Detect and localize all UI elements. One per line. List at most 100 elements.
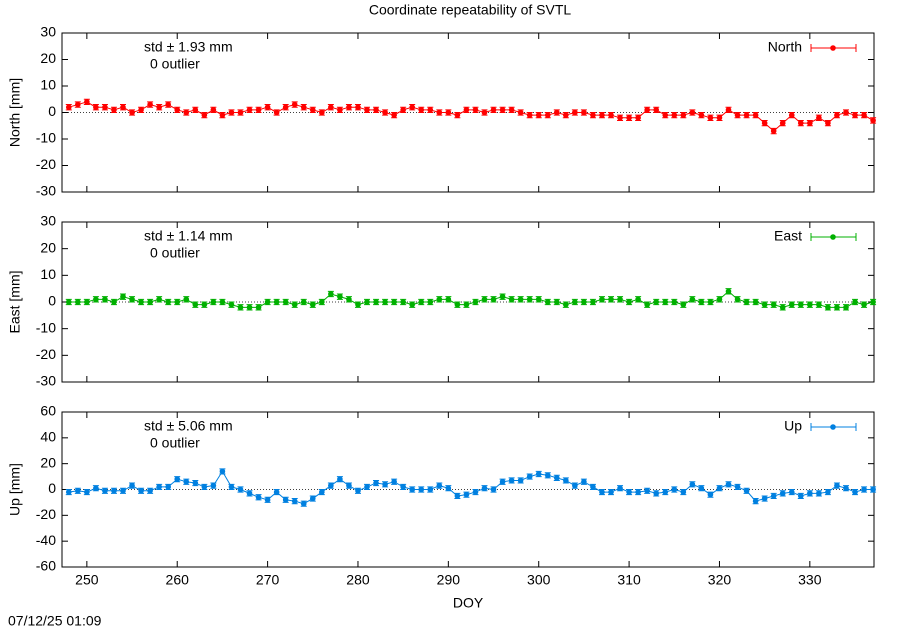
data-point bbox=[138, 487, 144, 494]
data-point bbox=[309, 301, 316, 308]
data-point bbox=[93, 485, 99, 492]
data-point bbox=[445, 296, 452, 303]
data-point bbox=[526, 296, 533, 303]
data-point bbox=[861, 301, 867, 308]
data-point bbox=[300, 104, 307, 110]
data-point bbox=[807, 301, 813, 308]
data-point bbox=[454, 112, 461, 118]
data-point bbox=[291, 301, 298, 308]
data-point bbox=[508, 477, 515, 484]
data-point bbox=[608, 489, 614, 495]
data-point bbox=[111, 107, 117, 113]
data-point bbox=[698, 299, 705, 305]
data-point bbox=[671, 112, 678, 118]
data-point bbox=[725, 481, 732, 488]
data-point bbox=[355, 487, 361, 494]
data-point bbox=[861, 112, 867, 118]
data-point bbox=[662, 299, 669, 305]
data-point bbox=[201, 484, 208, 490]
data-point bbox=[436, 109, 443, 116]
data-point bbox=[761, 301, 768, 308]
data-point bbox=[572, 482, 578, 489]
data-point bbox=[526, 112, 533, 118]
data-point bbox=[544, 112, 551, 118]
annotation: std ± 1.14 mm bbox=[144, 228, 233, 244]
data-point bbox=[111, 299, 117, 305]
data-point bbox=[517, 109, 524, 116]
data-point bbox=[499, 107, 506, 113]
data-point bbox=[219, 112, 226, 118]
data-point bbox=[436, 296, 443, 303]
data-point bbox=[328, 482, 334, 489]
series-line bbox=[68, 101, 874, 132]
data-point bbox=[490, 107, 497, 113]
x-tick-label: 260 bbox=[166, 572, 190, 588]
data-point bbox=[572, 109, 578, 116]
data-point bbox=[770, 128, 777, 134]
data-point bbox=[779, 490, 786, 497]
data-point bbox=[273, 299, 280, 305]
y-axis-label: East [mm] bbox=[7, 270, 23, 333]
data-point bbox=[689, 296, 696, 303]
data-point bbox=[382, 109, 388, 116]
data-point bbox=[535, 296, 542, 303]
data-point bbox=[770, 493, 777, 499]
y-tick-label: -20 bbox=[36, 156, 56, 172]
data-point bbox=[174, 476, 181, 482]
data-point bbox=[635, 296, 641, 303]
data-point bbox=[626, 489, 632, 495]
data-point bbox=[563, 477, 569, 484]
data-point bbox=[346, 296, 352, 303]
data-point bbox=[309, 495, 316, 502]
data-point bbox=[608, 112, 614, 118]
data-point bbox=[572, 299, 578, 305]
data-point bbox=[834, 482, 840, 489]
data-point bbox=[590, 112, 596, 118]
series-line bbox=[68, 470, 874, 505]
y-tick-label: -10 bbox=[36, 130, 56, 146]
data-point bbox=[337, 476, 343, 482]
annotation: std ± 5.06 mm bbox=[144, 418, 233, 434]
data-point bbox=[761, 495, 768, 502]
data-point bbox=[870, 486, 876, 493]
data-point bbox=[346, 104, 352, 110]
data-point bbox=[544, 299, 551, 305]
data-point bbox=[517, 296, 524, 303]
data-point bbox=[210, 482, 217, 489]
data-point bbox=[689, 109, 696, 116]
data-point bbox=[264, 299, 271, 305]
data-point bbox=[355, 301, 361, 308]
data-point bbox=[346, 482, 352, 489]
data-point bbox=[734, 112, 741, 118]
x-tick-label: 250 bbox=[75, 572, 99, 588]
data-point bbox=[84, 489, 90, 495]
data-point bbox=[219, 299, 226, 305]
data-point bbox=[328, 104, 334, 110]
data-point bbox=[65, 299, 72, 305]
data-point bbox=[382, 481, 388, 488]
y-tick-label: -10 bbox=[36, 319, 56, 335]
y-tick-label: 10 bbox=[40, 266, 56, 282]
data-point bbox=[825, 304, 831, 311]
data-point bbox=[617, 115, 623, 121]
data-point bbox=[698, 485, 705, 492]
data-point bbox=[129, 296, 135, 303]
data-point bbox=[816, 115, 822, 121]
x-tick-label: 300 bbox=[527, 572, 551, 588]
data-point bbox=[255, 107, 262, 113]
data-point bbox=[120, 293, 126, 300]
data-point bbox=[319, 299, 325, 305]
y-tick-label: 20 bbox=[40, 50, 56, 66]
data-point bbox=[210, 107, 217, 113]
data-point bbox=[716, 115, 723, 121]
data-point bbox=[490, 486, 497, 493]
data-point bbox=[825, 489, 831, 495]
data-point bbox=[84, 99, 90, 105]
y-tick-label: 10 bbox=[40, 77, 56, 93]
annotation: std ± 1.93 mm bbox=[144, 39, 233, 55]
data-point bbox=[138, 299, 144, 305]
data-point bbox=[644, 487, 650, 494]
legend-swatch bbox=[830, 424, 836, 430]
data-point bbox=[382, 299, 388, 305]
data-point bbox=[581, 109, 587, 116]
